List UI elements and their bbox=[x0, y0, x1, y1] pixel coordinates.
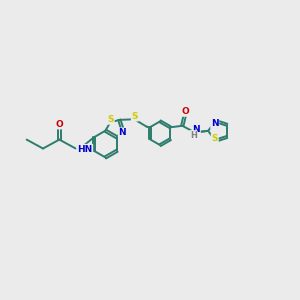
Text: H: H bbox=[190, 131, 197, 140]
Text: O: O bbox=[182, 107, 189, 116]
Text: N: N bbox=[211, 119, 219, 128]
Text: S: S bbox=[132, 112, 138, 121]
Text: O: O bbox=[56, 120, 63, 129]
Text: S: S bbox=[107, 115, 114, 124]
Text: S: S bbox=[212, 134, 218, 143]
Text: HN: HN bbox=[77, 145, 92, 154]
Text: N: N bbox=[192, 125, 200, 134]
Text: N: N bbox=[118, 128, 126, 137]
